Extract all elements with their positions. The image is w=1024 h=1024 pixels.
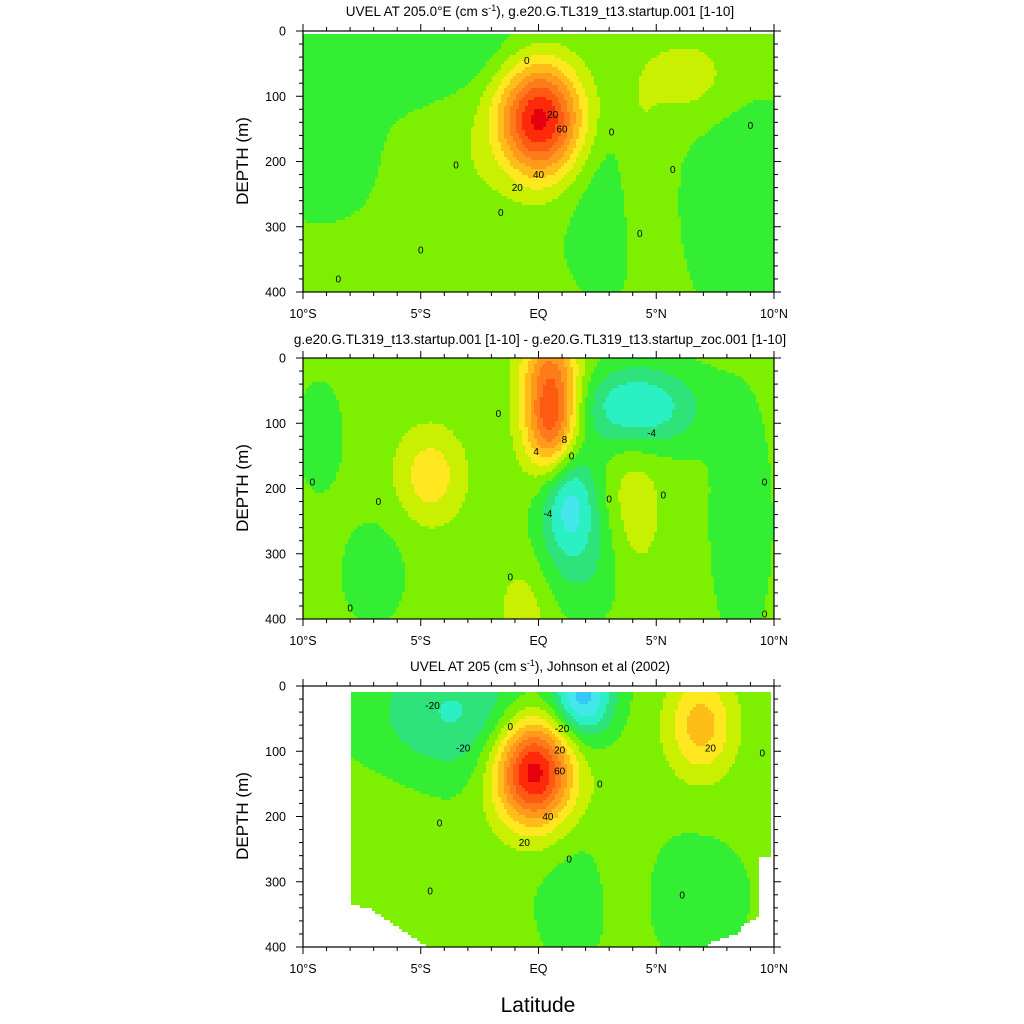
contour-label: 0	[376, 497, 382, 508]
contour-label: 60	[554, 766, 566, 777]
x-tick-label: 10°S	[289, 962, 316, 976]
x-tick-label: EQ	[529, 962, 547, 976]
x-tick-label: 5°S	[411, 962, 431, 976]
contour-label: 20	[547, 110, 559, 121]
y-tick-label: 200	[265, 810, 286, 824]
x-tick-label: 10°N	[760, 962, 788, 976]
x-tick-label: 5°N	[646, 634, 667, 648]
x-tick-label: 10°N	[760, 634, 788, 648]
contour-label: 20	[705, 743, 717, 754]
y-tick-label: 300	[265, 875, 286, 889]
contour-label: 0	[597, 779, 603, 790]
contour-label: 0	[336, 274, 342, 285]
contour-label: 0	[670, 165, 676, 176]
y-tick-label: 0	[279, 680, 286, 694]
contour-fill	[303, 358, 774, 619]
x-tick-label: 10°N	[760, 307, 788, 321]
y-tick-label: 300	[265, 220, 286, 234]
x-tick-label: 5°S	[411, 634, 431, 648]
contour-label: 0	[569, 451, 575, 462]
contour-label: 0	[496, 409, 502, 420]
contour-label: 40	[542, 812, 554, 823]
panel-2-difference: g.e20.G.TL319_t13.startup.001 [1-10] - g…	[233, 332, 788, 648]
contour-labels: -20 -20 0 -20 20 60 40 20 0 0 0 0 20 0 0	[425, 701, 765, 901]
y-tick-label: 0	[279, 25, 286, 39]
contour-label: 60	[556, 124, 568, 135]
contour-label: -20	[425, 701, 440, 712]
contour-label: 4	[533, 447, 539, 458]
x-tick-label: EQ	[529, 634, 547, 648]
panel-3-title: UVEL AT 205 (cm s-1), Johnson et al (200…	[410, 658, 670, 674]
contour-label: 40	[533, 170, 545, 181]
contour-label: 8	[562, 435, 568, 446]
contour-label: 0	[762, 609, 768, 620]
y-tick-label: 200	[265, 155, 286, 169]
panel-1-ylabel: DEPTH (m)	[233, 117, 252, 205]
contour-label: 0	[418, 246, 424, 257]
figure-xlabel: Latitude	[501, 994, 576, 1017]
y-tick-label: 200	[265, 482, 286, 496]
x-tick-label: EQ	[529, 307, 547, 321]
contour-label: 0	[310, 477, 316, 488]
panel-1-model-uvel: UVEL AT 205.0°E (cm s-1), g.e20.G.TL319_…	[233, 3, 788, 321]
contour-labels: 0 20 60 40 20 0 0 0 0 0 0 0 0	[336, 56, 754, 286]
y-tick-label: 400	[265, 941, 286, 955]
contour-label: 0	[661, 491, 667, 502]
contour-label: 0	[762, 477, 768, 488]
contour-label: 20	[554, 745, 566, 756]
contour-label: 0	[679, 890, 685, 901]
contour-label: 0	[748, 121, 754, 132]
x-tick-label: 5°N	[646, 962, 667, 976]
contour-label: -20	[456, 743, 471, 754]
y-tick-label: 300	[265, 547, 286, 561]
contour-label: 0	[507, 722, 513, 733]
y-tick-label: 400	[265, 286, 286, 300]
contour-label: 0	[566, 854, 572, 865]
contour-label: 0	[437, 819, 443, 830]
y-tick-label: 100	[265, 417, 286, 431]
contour-label: 0	[498, 208, 504, 219]
contour-label: 0	[606, 494, 612, 505]
contour-label: 0	[427, 886, 433, 897]
contour-label: -4	[647, 429, 656, 440]
axis-ticks	[296, 679, 781, 954]
contour-label: 0	[759, 749, 765, 760]
contour-fill	[303, 34, 774, 292]
contour-label: -20	[555, 724, 570, 735]
y-tick-label: 0	[279, 352, 286, 366]
y-tick-label: 100	[265, 90, 286, 104]
panel-3-ylabel: DEPTH (m)	[233, 772, 252, 860]
contour-label: 0	[347, 603, 353, 614]
contour-label: 0	[524, 56, 530, 67]
x-tick-label: 5°N	[646, 307, 667, 321]
contour-label: 20	[519, 838, 531, 849]
y-tick-label: 400	[265, 613, 286, 627]
x-tick-label: 10°S	[289, 634, 316, 648]
contour-label: 20	[512, 183, 524, 194]
panel-2-title: g.e20.G.TL319_t13.startup.001 [1-10] - g…	[294, 332, 786, 347]
contour-label: 0	[507, 573, 513, 584]
x-tick-label: 5°S	[411, 307, 431, 321]
panel-3-observed-uvel: UVEL AT 205 (cm s-1), Johnson et al (200…	[233, 658, 788, 976]
axis-ticks	[296, 351, 781, 626]
y-tick-label: 100	[265, 745, 286, 759]
contour-label: 0	[609, 128, 615, 139]
panel-1-title: UVEL AT 205.0°E (cm s-1), g.e20.G.TL319_…	[346, 3, 734, 19]
contour-fill	[351, 692, 771, 947]
axis-ticks	[296, 24, 781, 299]
contour-label: 0	[453, 160, 459, 171]
contour-label: -4	[543, 509, 552, 520]
panel-2-ylabel: DEPTH (m)	[233, 444, 252, 532]
contour-label: 0	[637, 229, 643, 240]
x-tick-label: 10°S	[289, 307, 316, 321]
